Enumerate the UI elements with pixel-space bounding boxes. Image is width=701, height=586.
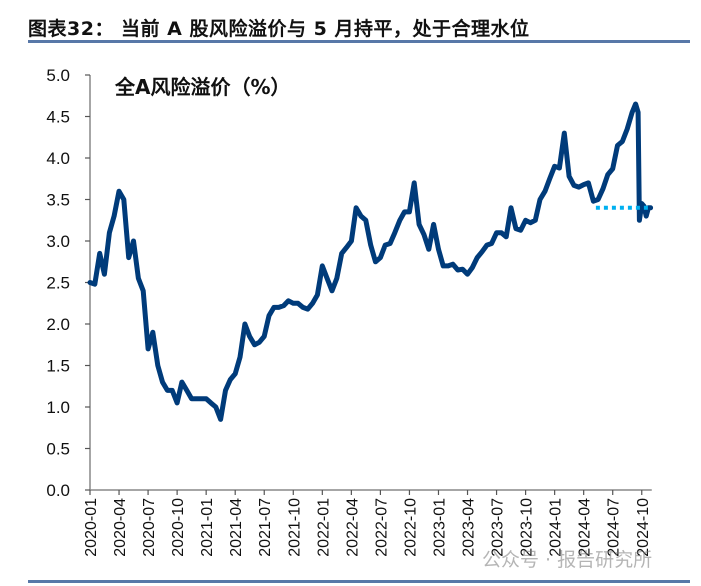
x-tick-label: 2021-07 [257,498,274,557]
y-tick-label: 1.0 [46,398,70,417]
x-tick-label: 2021-04 [228,498,245,557]
y-tick-label: 3.5 [46,191,70,210]
x-tick-label: 2024-04 [577,498,594,557]
y-tick-label: 2.5 [46,274,70,293]
x-tick-label: 2023-04 [461,498,478,557]
x-tick-label: 2024-07 [606,498,623,557]
x-tick-label: 2022-07 [373,498,390,557]
x-tick-label: 2024-10 [635,498,652,557]
x-tick-label: 2024-01 [548,498,565,557]
y-tick-label: 4.0 [46,149,70,168]
y-tick-label: 5.0 [46,66,70,85]
y-tick-label: 2.0 [46,315,70,334]
watermark: 公众号 · 报告研究所 [482,549,653,571]
y-tick-label: 1.5 [46,357,70,376]
figure-title: 图表32： 当前 A 股风险溢价与 5 月持平，处于合理水位 [28,18,530,40]
x-tick-label: 2022-10 [402,498,419,557]
x-tick-label: 2020-04 [112,498,129,557]
y-tick-label: 3.0 [46,232,70,251]
x-tick-label: 2021-10 [286,498,303,557]
x-tick-label: 2021-01 [199,498,216,557]
chart-title: 全A风险溢价（%） [114,75,291,99]
series-line [87,101,654,422]
x-tick-label: 2020-10 [170,498,187,557]
top-rule [28,40,690,43]
x-tick-label: 2022-04 [344,498,361,557]
bottom-rule [28,580,690,583]
x-tick-label: 2023-01 [431,498,448,557]
x-tick-label: 2020-07 [141,498,158,557]
y-tick-label: 4.5 [46,108,70,127]
y-tick-label: 0.5 [46,440,70,459]
y-tick-label: 0.0 [46,481,70,500]
x-tick-label: 2022-01 [315,498,332,557]
x-tick-label: 2020-01 [83,498,100,557]
x-tick-label: 2023-10 [519,498,536,557]
x-tick-label: 2023-07 [490,498,507,557]
